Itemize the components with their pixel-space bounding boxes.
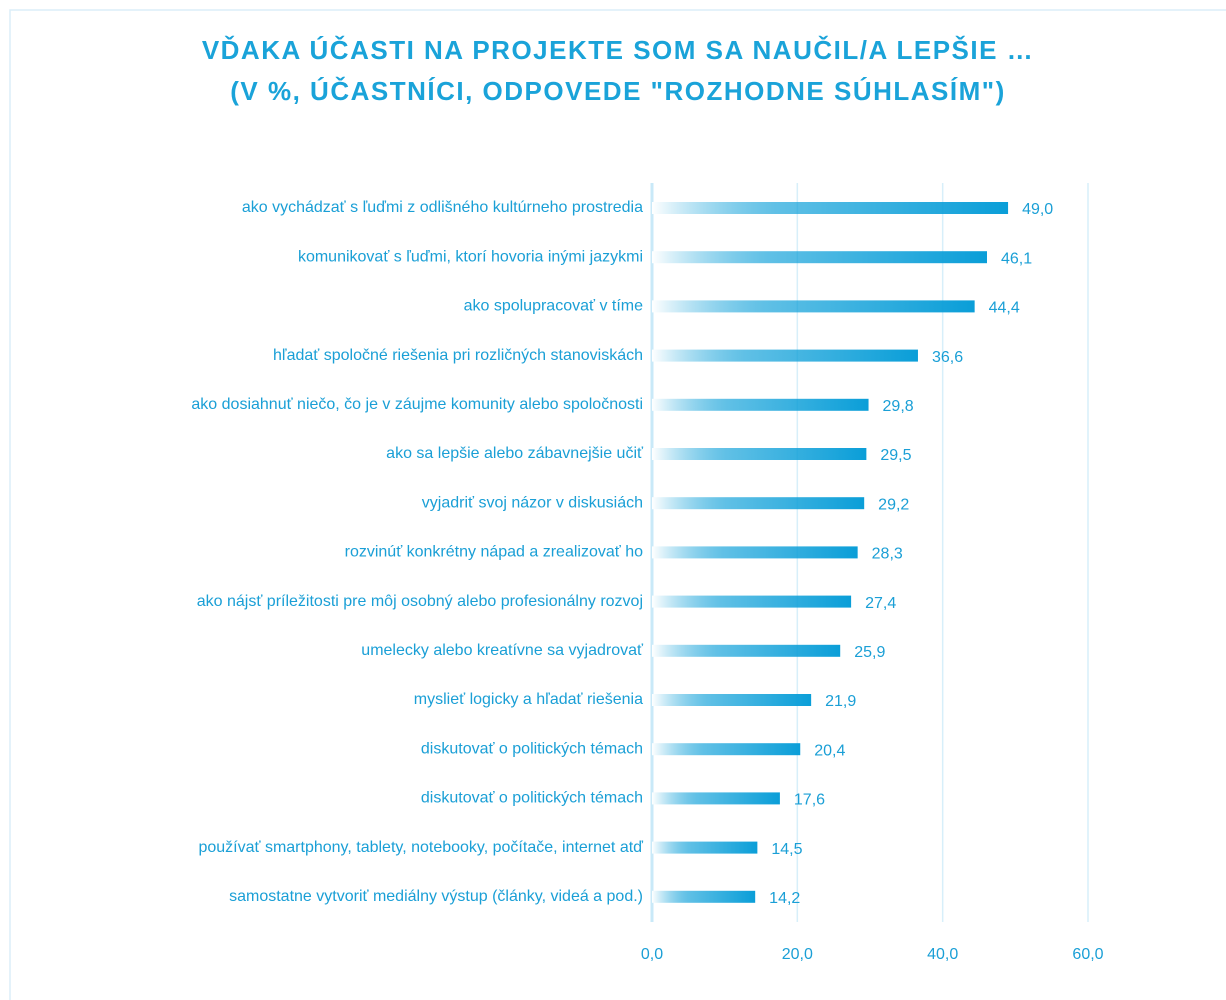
bar bbox=[652, 792, 780, 805]
data-label: 46,1 bbox=[1001, 250, 1032, 267]
bar bbox=[652, 251, 987, 264]
data-label: 20,4 bbox=[814, 742, 845, 759]
bar bbox=[652, 890, 756, 903]
bar bbox=[652, 743, 801, 756]
data-label: 44,4 bbox=[989, 300, 1020, 317]
data-label: 25,9 bbox=[854, 644, 885, 661]
data-label: 27,4 bbox=[865, 595, 896, 612]
data-label: 29,2 bbox=[878, 496, 909, 513]
data-label: 28,3 bbox=[872, 546, 903, 563]
bar bbox=[652, 448, 867, 460]
y-tick-label: komunikovať s ľuďmi, ktorí hovoria inými… bbox=[298, 248, 643, 265]
x-tick-label: 20,0 bbox=[782, 946, 813, 963]
y-tick-label: ako nájsť príležitosti pre môj osobný al… bbox=[197, 593, 643, 610]
y-tick-label: hľadať spoločné riešenia pri rozličných … bbox=[273, 347, 643, 364]
data-label: 14,5 bbox=[771, 841, 802, 858]
data-label: 14,2 bbox=[769, 890, 800, 907]
y-tick-label: umelecky alebo kreatívne sa vyjadrovať bbox=[361, 642, 644, 659]
chart-title: VĎAKA ÚČASTI NA PROJEKTE SOM SA NAUČIL/A… bbox=[202, 35, 1034, 65]
y-tick-label: ako vychádzať s ľuďmi z odlišného kultúr… bbox=[242, 199, 643, 216]
x-tick-label: 40,0 bbox=[927, 946, 958, 963]
bar bbox=[652, 202, 1009, 214]
data-label: 29,5 bbox=[880, 447, 911, 464]
bar bbox=[652, 497, 865, 510]
y-tick-label: ako spolupracovať v tíme bbox=[464, 298, 644, 315]
y-tick-label: používať smartphony, tablety, notebooky,… bbox=[198, 839, 643, 856]
y-tick-label: ako sa lepšie alebo zábavnejšie učiť bbox=[386, 445, 644, 462]
bar bbox=[652, 398, 869, 411]
chart-subtitle: (V %, ÚČASTNÍCI, ODPOVEDE "ROZHODNE SÚHL… bbox=[230, 76, 1005, 106]
y-tick-label: samostatne vytvoriť mediálny výstup (člá… bbox=[229, 888, 643, 905]
y-tick-label: vyjadriť svoj názor v diskusiách bbox=[422, 494, 643, 511]
bar bbox=[652, 546, 858, 559]
x-tick-label: 0,0 bbox=[641, 946, 663, 963]
data-label: 36,6 bbox=[932, 349, 963, 366]
y-tick-label: diskutovať o politických témach bbox=[421, 740, 643, 757]
data-label: 17,6 bbox=[794, 792, 825, 809]
data-label: 49,0 bbox=[1022, 201, 1053, 218]
y-tick-label: rozvinúť konkrétny nápad a zrealizovať h… bbox=[345, 544, 643, 561]
bar bbox=[652, 300, 975, 313]
bar bbox=[652, 841, 758, 854]
bar bbox=[652, 694, 812, 706]
y-tick-label: myslieť logicky a hľadať riešenia bbox=[414, 691, 643, 708]
data-label: 21,9 bbox=[825, 693, 856, 710]
chart-border bbox=[9, 9, 1226, 1000]
bar bbox=[652, 644, 841, 657]
y-tick-label: ako dosiahnuť niečo, čo je v záujme komu… bbox=[191, 396, 643, 413]
bar bbox=[652, 349, 918, 362]
bar bbox=[652, 595, 852, 608]
x-tick-label: 60,0 bbox=[1072, 946, 1103, 963]
y-tick-label: diskutovať o politických témach bbox=[421, 790, 643, 807]
data-label: 29,8 bbox=[883, 398, 914, 415]
